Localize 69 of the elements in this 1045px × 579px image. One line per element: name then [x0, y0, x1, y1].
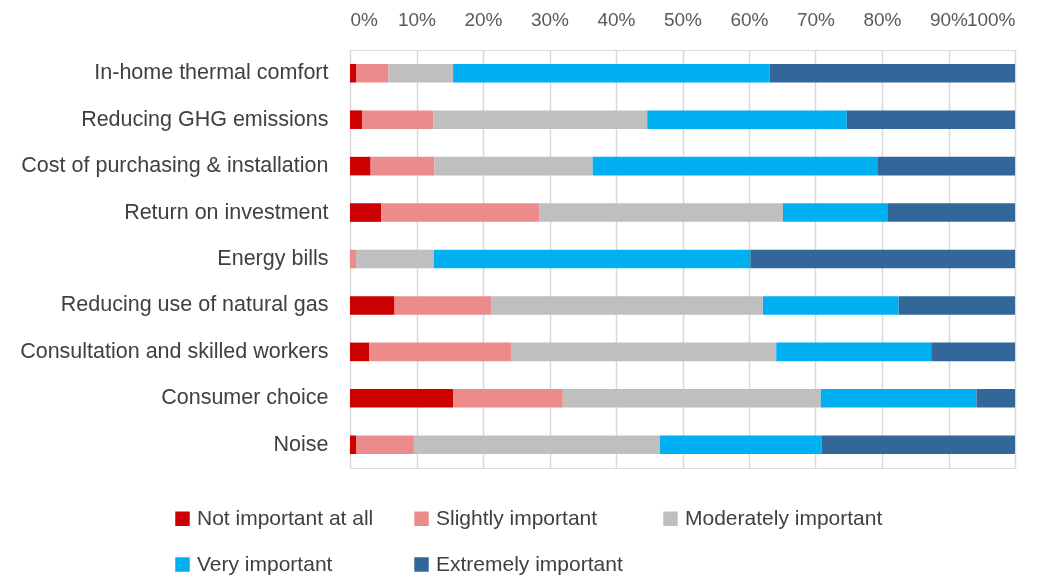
bar	[369, 342, 511, 362]
bar	[846, 110, 1015, 129]
bar	[776, 342, 932, 362]
bar	[453, 389, 563, 408]
bar	[350, 156, 371, 176]
bar	[350, 342, 370, 362]
legend-label: Very important	[197, 551, 333, 575]
bar	[355, 249, 434, 269]
bar	[762, 296, 899, 315]
bar	[976, 389, 1015, 408]
y-tick-label: Cost of purchasing & installation	[21, 153, 329, 178]
bar	[453, 63, 770, 83]
bar	[782, 203, 888, 222]
y-tick-label: Reducing use of natural gas	[60, 292, 329, 317]
bar	[350, 249, 356, 269]
bar	[562, 389, 821, 408]
y-tick-label: Noise	[273, 431, 329, 456]
bar	[592, 156, 879, 176]
x-tick-label: 70%	[796, 8, 836, 30]
x-tick-label: 20%	[464, 8, 503, 30]
bar	[350, 296, 395, 315]
bar	[539, 203, 783, 222]
bar	[350, 435, 356, 455]
legend-label: Moderately important	[685, 505, 883, 529]
bar	[887, 203, 1015, 222]
bar	[370, 156, 435, 176]
x-tick-label: 0%	[350, 8, 379, 30]
bar	[433, 249, 751, 269]
y-tick-label: Reducing GHG emissions	[81, 106, 329, 131]
bar	[750, 249, 1015, 269]
y-tick-label: Return on investment	[124, 199, 329, 224]
bar	[490, 296, 763, 315]
bar	[350, 110, 362, 129]
bar	[355, 63, 389, 83]
bar	[821, 435, 1015, 455]
legend-label: Extremely important	[436, 551, 623, 575]
bar	[350, 389, 454, 408]
y-tick-label: Energy bills	[217, 246, 329, 270]
y-tick-label: In-home thermal comfort	[94, 60, 329, 85]
x-tick-label: 50%	[663, 8, 703, 30]
x-tick-label: 10%	[397, 8, 437, 30]
bar	[413, 435, 660, 455]
x-tick-label: 80%	[863, 8, 902, 30]
bar	[381, 203, 540, 222]
x-tick-label: 60%	[730, 8, 769, 30]
bar	[769, 63, 1015, 83]
bar	[820, 389, 977, 408]
bar	[878, 156, 1015, 176]
bar	[931, 342, 1015, 362]
y-tick-label: Consumer choice	[161, 385, 329, 410]
y-tick-label: Consultation and skilled workers	[20, 338, 329, 363]
bar	[898, 296, 1015, 315]
bar	[388, 63, 454, 83]
bar	[434, 156, 593, 176]
bar	[659, 435, 822, 455]
x-tick-label: 30%	[530, 8, 570, 30]
bar	[647, 110, 847, 129]
x-tick-label: 40%	[597, 8, 636, 30]
bar	[394, 296, 491, 315]
bar	[350, 63, 356, 83]
x-tick-label: 90%	[929, 8, 969, 30]
legend-label: Not important at all	[197, 505, 374, 529]
bar	[433, 110, 648, 129]
bar	[350, 203, 382, 222]
bar	[510, 342, 777, 362]
legend-label: Slightly important	[436, 505, 598, 529]
bar	[361, 110, 434, 129]
bar	[355, 435, 414, 455]
x-tick-label: 100%	[966, 8, 1016, 30]
